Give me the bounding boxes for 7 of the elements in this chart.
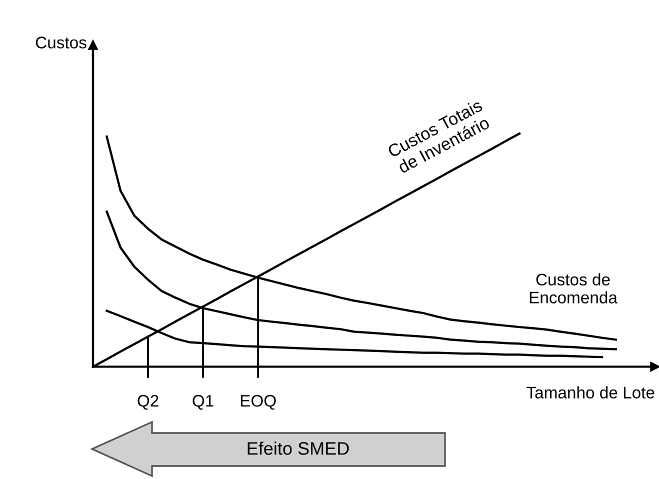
x-axis-title: Tamanho de Lote (526, 386, 654, 399)
annotation: Custos de Encomenda (530, 273, 618, 304)
text: Custos (36, 36, 86, 48)
x-tick-label: Q2 (138, 394, 158, 410)
x-tick-label: EOQ (240, 394, 276, 410)
text: Efeito SMED (248, 442, 349, 455)
x-tick-label: Q1 (192, 394, 214, 410)
